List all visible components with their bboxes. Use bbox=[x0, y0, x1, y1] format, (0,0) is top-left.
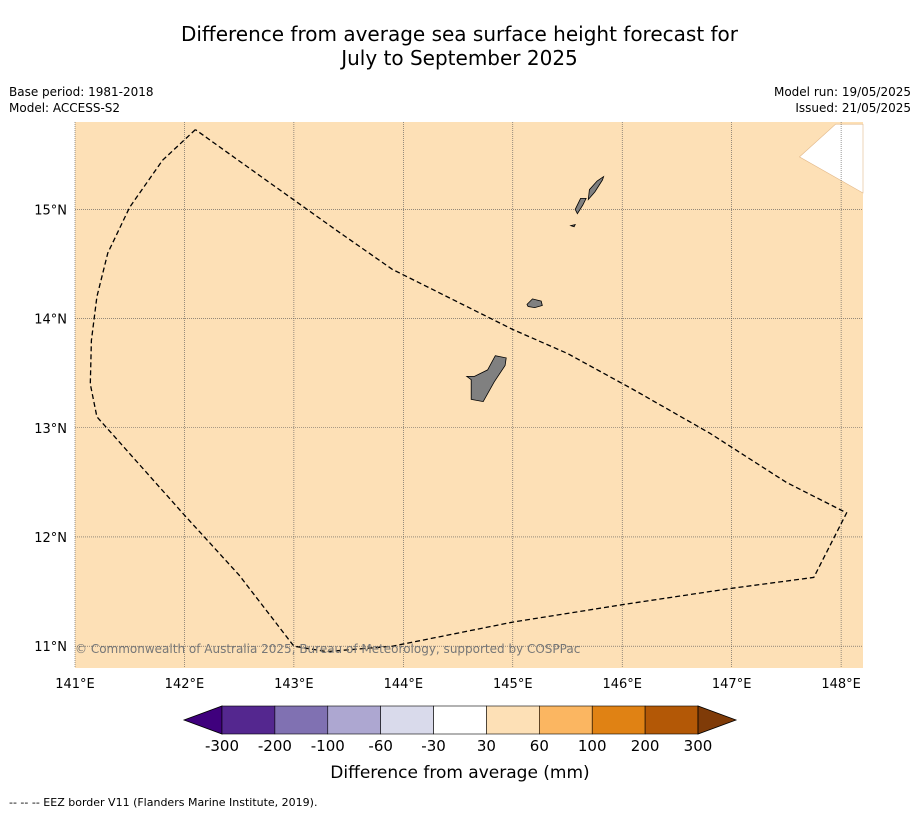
lat-tick-label: 12°N bbox=[34, 531, 67, 546]
lat-tick-label: 14°N bbox=[34, 313, 67, 328]
copyright-note: © Commonwealth of Australia 2025, Bureau… bbox=[75, 642, 580, 656]
island-saipan bbox=[587, 175, 605, 201]
colorbar-min-extension bbox=[182, 705, 223, 735]
island-rota bbox=[526, 298, 543, 309]
meta-left: Base period: 1981-2018 Model: ACCESS-S2 bbox=[9, 84, 154, 116]
title-line-2: July to September 2025 bbox=[341, 46, 578, 70]
lat-tick-label: 11°N bbox=[34, 640, 67, 655]
colorbar-tick-label: 300 bbox=[684, 737, 713, 755]
title-line-1: Difference from average sea surface heig… bbox=[180, 22, 739, 46]
island-tinian bbox=[574, 198, 587, 215]
issued-date: Issued: 21/05/2025 bbox=[795, 101, 911, 115]
latitude-labels: 11°N 12°N 13°N 14°N 15°N bbox=[34, 203, 67, 655]
colorbar-segment bbox=[539, 705, 593, 735]
colorbar-tick-label: -200 bbox=[258, 737, 292, 755]
colorbar-segment bbox=[644, 705, 699, 735]
colorbar-segment bbox=[380, 705, 434, 735]
map-title: Difference from average sea surface heig… bbox=[0, 22, 919, 70]
lon-tick-label: 141°E bbox=[55, 677, 95, 692]
longitude-labels: 141°E 142°E 143°E 144°E 145°E 146°E 147°E 148°E bbox=[55, 677, 861, 692]
colorbar-tick-label: 30 bbox=[477, 737, 496, 755]
lon-tick-label: 144°E bbox=[384, 677, 424, 692]
colorbar-tick-label: 100 bbox=[578, 737, 607, 755]
meta-right: Model run: 19/05/2025 Issued: 21/05/2025 bbox=[774, 84, 911, 116]
model-run: Model run: 19/05/2025 bbox=[773, 85, 911, 99]
colorbar-segment bbox=[221, 705, 276, 735]
island-aguijan bbox=[569, 224, 576, 228]
colorbar-segment bbox=[274, 705, 329, 735]
lat-tick-label: 15°N bbox=[34, 203, 67, 218]
colorbar-segment bbox=[486, 705, 540, 735]
colorbar-segment bbox=[591, 705, 646, 735]
lon-tick-label: 145°E bbox=[493, 677, 533, 692]
colorbar-segment bbox=[433, 705, 487, 735]
lon-tick-label: 142°E bbox=[165, 677, 205, 692]
base-period: Base period: 1981-2018 bbox=[9, 85, 154, 99]
model-name: Model: ACCESS-S2 bbox=[9, 101, 121, 115]
colorbar-tick-label: 60 bbox=[530, 737, 549, 755]
lat-tick-label: 13°N bbox=[34, 422, 67, 437]
islands bbox=[465, 175, 605, 403]
colorbar-tick-label: 200 bbox=[631, 737, 660, 755]
colorbar-tick-label: -60 bbox=[368, 737, 393, 755]
island-guam bbox=[465, 355, 507, 403]
map-panel: © Commonwealth of Australia 2025, Bureau… bbox=[34, 122, 864, 692]
lon-tick-label: 148°E bbox=[821, 677, 861, 692]
colorbar-max-extension bbox=[697, 705, 738, 735]
colorbar-segment bbox=[327, 705, 381, 735]
eez-footnote: -- -- -- EEZ border V11 (Flanders Marine… bbox=[9, 796, 318, 809]
colorbar-legend: -300 -200 -100 -60 -30 30 60 100 200 300 Differen… bbox=[182, 705, 738, 783]
eez-border bbox=[89, 129, 848, 653]
legend-title: Difference from average (mm) bbox=[330, 763, 589, 783]
colorbar-tick-label: -300 bbox=[205, 737, 239, 755]
map-background bbox=[75, 122, 863, 668]
no-data-region bbox=[798, 123, 864, 194]
lon-tick-label: 143°E bbox=[274, 677, 314, 692]
lon-tick-label: 147°E bbox=[712, 677, 752, 692]
colorbar-tick-label: -30 bbox=[421, 737, 446, 755]
lon-tick-label: 146°E bbox=[602, 677, 642, 692]
graticule bbox=[74, 122, 863, 668]
colorbar-tick-label: -100 bbox=[311, 737, 345, 755]
